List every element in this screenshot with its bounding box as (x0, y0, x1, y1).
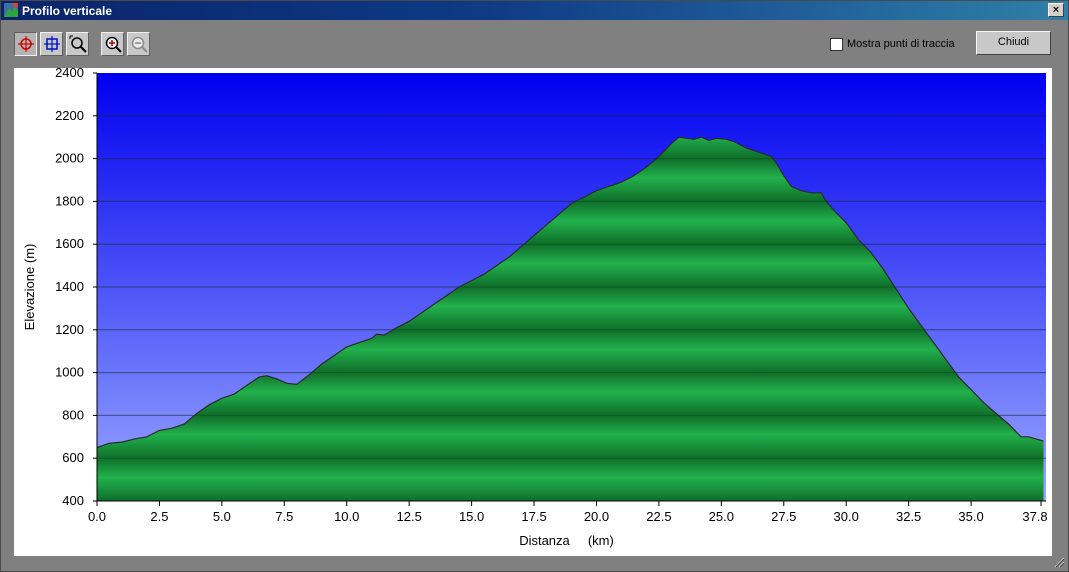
x-tick-label: 35.0 (958, 509, 983, 524)
point-tool-button[interactable] (14, 32, 37, 56)
show-points-label[interactable]: Mostra punti di traccia (847, 38, 955, 50)
y-tick-label: 1400 (55, 279, 84, 294)
title-bar[interactable]: Profilo verticale × (1, 1, 1068, 20)
y-tick-label: 2400 (55, 68, 84, 80)
box-tool-button[interactable] (40, 32, 63, 56)
crosshair-blue-icon (44, 36, 60, 52)
y-tick-label: 1600 (55, 236, 84, 251)
y-tick-label: 600 (62, 450, 84, 465)
y-tick-label: 2200 (55, 108, 84, 123)
resize-grip-icon[interactable] (1053, 556, 1065, 568)
y-tick-label: 1800 (55, 193, 84, 208)
app-icon (4, 3, 18, 17)
zoom-in-icon (105, 36, 122, 53)
x-axis-label: Distanza (km) (519, 533, 614, 548)
elevation-area (97, 137, 1044, 501)
elevation-profile-chart[interactable]: 2400 2200 2000 1800 1600 1400 1200 1000 800 600 40… (14, 65, 1052, 556)
y-tick-label: 800 (62, 407, 84, 422)
x-tick-label: 30.0 (834, 509, 859, 524)
x-tick-label: 27.5 (771, 509, 796, 524)
zoom-out-icon (131, 36, 148, 53)
x-tick-label: 0.0 (88, 509, 106, 524)
x-tick-label: 37.8 (1022, 509, 1047, 524)
crosshair-red-icon (18, 36, 34, 52)
toolbar: Mostra punti di traccia Chiudi (1, 20, 1068, 68)
x-tick-label: 32.5 (896, 509, 921, 524)
x-tick-label: 12.5 (397, 509, 422, 524)
x-tick-group: 0.0 2.5 5.0 7.5 10.0 12.5 15.0 17.5 20.0 22.5 25.0… (88, 501, 1048, 524)
x-tick-label: 15.0 (459, 509, 484, 524)
y-axis-label: Elevazione (m) (22, 244, 37, 331)
x-tick-label: 10.0 (334, 509, 359, 524)
zoom-out-button[interactable] (127, 32, 150, 56)
chart-panel: 2400 2200 2000 1800 1600 1400 1200 1000 800 600 40… (14, 65, 1052, 556)
zoom-area-tool-button[interactable] (66, 32, 89, 56)
x-tick-label: 5.0 (213, 509, 231, 524)
x-tick-label: 7.5 (275, 509, 293, 524)
y-tick-group: 2400 2200 2000 1800 1600 1400 1200 1000 800 600 40… (55, 65, 97, 508)
x-tick-label: 20.0 (584, 509, 609, 524)
x-tick-label: 22.5 (646, 509, 671, 524)
elevation-line (96, 136, 1044, 449)
show-points-checkbox[interactable] (830, 38, 843, 51)
zoom-area-icon (69, 35, 87, 53)
close-button[interactable]: Chiudi (976, 31, 1051, 55)
y-tick-label: 400 (62, 493, 84, 508)
zoom-in-button[interactable] (101, 32, 124, 56)
y-tick-label: 2000 (55, 151, 84, 166)
window-close-button[interactable]: × (1048, 3, 1064, 17)
y-tick-label: 1200 (55, 322, 84, 337)
x-tick-label: 17.5 (521, 509, 546, 524)
x-tick-label: 25.0 (709, 509, 734, 524)
window-title: Profilo verticale (22, 4, 113, 18)
x-tick-label: 2.5 (150, 509, 168, 524)
y-tick-label: 1000 (55, 365, 84, 380)
